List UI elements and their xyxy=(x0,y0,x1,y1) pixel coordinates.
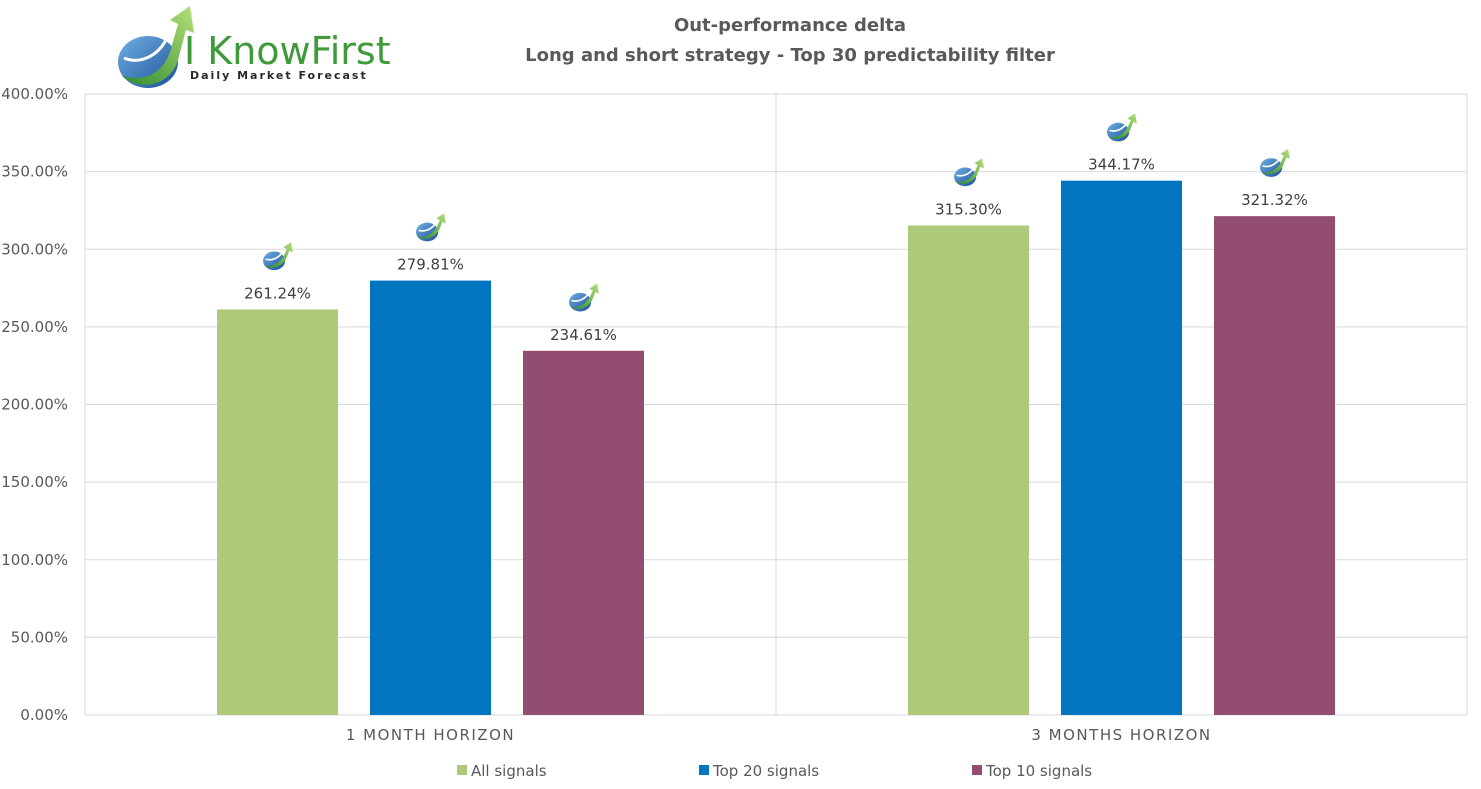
category-label: 1 MONTH HORIZON xyxy=(346,726,515,744)
legend-item: Top 10 signals xyxy=(972,762,1092,780)
legend-item: All signals xyxy=(457,762,547,780)
y-tick-label: 0.00% xyxy=(20,706,68,724)
legend-swatch xyxy=(457,765,467,775)
data-label: 279.81% xyxy=(397,256,464,274)
y-tick-label: 50.00% xyxy=(11,628,68,646)
bar xyxy=(908,225,1029,715)
logo-marker-icon xyxy=(415,212,447,243)
legend: All signals Top 20 signals Top 10 signals xyxy=(457,762,1092,780)
logo-icon xyxy=(118,6,194,88)
logo-marker-icon xyxy=(568,282,600,313)
data-label: 261.24% xyxy=(244,284,311,302)
bar xyxy=(523,350,644,715)
chart-title: Out-performance delta xyxy=(674,15,906,36)
bar xyxy=(1214,216,1335,715)
bar xyxy=(1061,180,1182,715)
legend-label: Top 20 signals xyxy=(712,762,819,780)
logo-marker-icon xyxy=(953,157,985,188)
legend-label: All signals xyxy=(471,762,547,780)
legend-label: Top 10 signals xyxy=(985,762,1092,780)
y-tick-label: 400.00% xyxy=(1,85,68,103)
y-tick-label: 150.00% xyxy=(1,473,68,491)
y-tick-label: 200.00% xyxy=(1,396,68,414)
data-labels: 261.24% 279.81% 234.61% 315.30% 344.17% 321.3… xyxy=(244,112,1308,344)
legend-item: Top 20 signals xyxy=(699,762,819,780)
logo-marker-icon xyxy=(262,241,294,272)
y-axis-tick-labels: 0.00% 50.00% 100.00% 150.00% 200.00% 250.00% 3… xyxy=(1,85,68,724)
data-label: 315.30% xyxy=(935,200,1002,218)
legend-swatch xyxy=(972,765,982,775)
logo-tagline: Daily Market Forecast xyxy=(190,69,368,82)
y-tick-label: 300.00% xyxy=(1,240,68,258)
y-tick-label: 350.00% xyxy=(1,163,68,181)
bar xyxy=(370,280,491,715)
y-tick-label: 250.00% xyxy=(1,318,68,336)
data-label: 321.32% xyxy=(1241,191,1308,209)
bar xyxy=(217,309,338,715)
brand-logo: I KnowFirst Daily Market Forecast xyxy=(118,6,391,88)
data-label: 344.17% xyxy=(1088,156,1155,174)
y-tick-label: 100.00% xyxy=(1,551,68,569)
chart-subtitle: Long and short strategy - Top 30 predict… xyxy=(525,45,1055,66)
bars xyxy=(217,180,1335,715)
logo-name: I KnowFirst xyxy=(184,29,391,73)
category-label: 3 MONTHS HORIZON xyxy=(1031,726,1211,744)
legend-swatch xyxy=(699,765,709,775)
logo-marker-icon xyxy=(1259,147,1291,178)
logo-marker-icon xyxy=(1106,112,1138,143)
data-label: 234.61% xyxy=(550,326,617,344)
x-axis-category-labels: 1 MONTH HORIZON 3 MONTHS HORIZON xyxy=(346,726,1211,744)
